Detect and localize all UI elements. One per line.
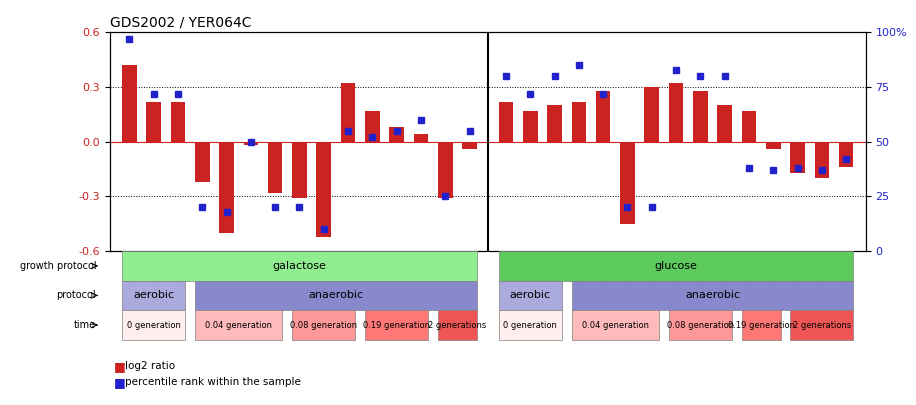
Bar [766,142,780,149]
Text: ■: ■ [114,360,125,373]
Bar [365,111,379,142]
Text: ■: ■ [114,376,125,389]
Bar [596,91,610,142]
Text: 0 generation: 0 generation [504,320,557,330]
Text: 0.08 generation: 0.08 generation [290,320,357,330]
Text: anaerobic: anaerobic [309,290,364,301]
Bar [620,142,635,224]
Text: 2 generations: 2 generations [792,320,851,330]
Text: 2 generations: 2 generations [429,320,486,330]
Text: time: time [74,320,96,330]
Bar [572,102,586,142]
Bar [814,142,829,178]
Bar [219,142,234,233]
Text: growth protocol: growth protocol [19,261,96,271]
Bar [170,102,185,142]
Text: 0.04 generation: 0.04 generation [205,320,272,330]
Bar [669,83,683,142]
Text: GDS2002 / YER064C: GDS2002 / YER064C [110,16,251,30]
Text: 0 generation: 0 generation [126,320,180,330]
Bar [316,142,331,237]
Text: 0.08 generation: 0.08 generation [667,320,734,330]
Bar [463,142,477,149]
Text: anaerobic: anaerobic [685,290,740,301]
Bar [742,111,757,142]
Text: glucose: glucose [655,261,697,271]
Bar [791,142,805,173]
Text: log2 ratio: log2 ratio [125,361,176,371]
Bar [498,102,513,142]
Text: aerobic: aerobic [509,290,551,301]
Bar [292,142,307,198]
Bar [438,142,453,198]
Bar [147,102,161,142]
Bar [693,91,708,142]
Bar [414,134,429,142]
Text: 0.19 generation: 0.19 generation [727,320,795,330]
Bar [645,87,660,142]
Text: percentile rank within the sample: percentile rank within the sample [125,377,301,387]
Bar [523,111,538,142]
Bar [195,142,210,182]
Text: 0.04 generation: 0.04 generation [582,320,649,330]
Bar [267,142,282,193]
Text: protocol: protocol [57,290,96,301]
Text: galactose: galactose [273,261,326,271]
Text: 0.19 generation: 0.19 generation [363,320,431,330]
Bar [122,65,136,142]
Bar [839,142,854,167]
Bar [341,83,355,142]
Bar [547,105,562,142]
Bar [717,105,732,142]
Bar [389,127,404,142]
Bar [244,142,258,145]
Text: aerobic: aerobic [133,290,174,301]
